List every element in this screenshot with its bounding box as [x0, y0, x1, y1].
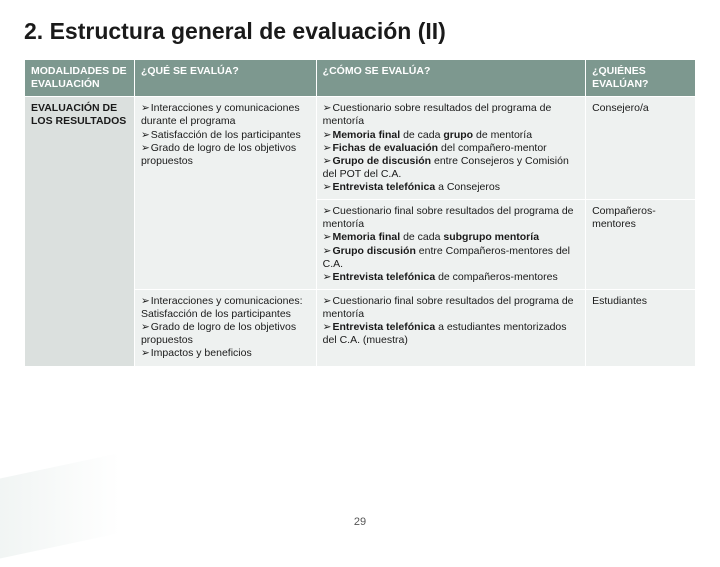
bullet: Grado de logro de los objetivos propuest…	[141, 321, 310, 347]
cell-como-2: Cuestionario final sobre resultados del …	[316, 200, 585, 290]
bullet: Grupo de discusión entre Consejeros y Co…	[323, 155, 579, 181]
slide-title: 2. Estructura general de evaluación (II)	[0, 0, 720, 59]
bullet: Cuestionario final sobre resultados del …	[323, 295, 579, 321]
cell-quien-1: Consejero/a	[586, 97, 696, 200]
cell-como-3: Cuestionario final sobre resultados del …	[316, 289, 585, 366]
bullet: Interacciones y comunicaciones durante e…	[141, 102, 310, 128]
col-header-que: ¿QUÉ SE EVALÚA?	[134, 60, 316, 97]
bullet: Satisfacción de los participantes	[141, 129, 310, 142]
col-header-quienes: ¿QUIÉNES EVALÚAN?	[586, 60, 696, 97]
corner-decoration	[0, 453, 120, 567]
bullet: Fichas de evaluación del compañero-mento…	[323, 142, 579, 155]
row-header-resultados: EVALUACIÓN DE LOS RESULTADOS	[25, 97, 135, 366]
bullet: Entrevista telefónica a Consejeros	[323, 181, 579, 194]
page-number: 29	[0, 516, 720, 528]
bullet: Grado de logro de los objetivos propuest…	[141, 142, 310, 168]
cell-que-3: Interacciones y comunicaciones: Satisfac…	[134, 289, 316, 366]
table-header-row: MODALIDADES DE EVALUACIÓN ¿QUÉ SE EVALÚA…	[25, 60, 696, 97]
cell-quien-3: Estudiantes	[586, 289, 696, 366]
bullet: Interacciones y comunicaciones: Satisfac…	[141, 295, 310, 321]
table-row: EVALUACIÓN DE LOS RESULTADOS Interaccion…	[25, 97, 696, 200]
bullet: Grupo discusión entre Compañeros-mentore…	[323, 245, 579, 271]
bullet: Cuestionario sobre resultados del progra…	[323, 102, 579, 128]
col-header-como: ¿CÓMO SE EVALÚA?	[316, 60, 585, 97]
bullet: Impactos y beneficios	[141, 347, 310, 360]
bullet: Memoria final de cada subgrupo mentoría	[323, 231, 579, 244]
cell-como-1: Cuestionario sobre resultados del progra…	[316, 97, 585, 200]
cell-que-1: Interacciones y comunicaciones durante e…	[134, 97, 316, 290]
bullet: Entrevista telefónica a estudiantes ment…	[323, 321, 579, 347]
bullet: Memoria final de cada grupo de mentoría	[323, 129, 579, 142]
cell-quien-2: Compañeros-mentores	[586, 200, 696, 290]
bullet: Cuestionario final sobre resultados del …	[323, 205, 579, 231]
col-header-modalidades: MODALIDADES DE EVALUACIÓN	[25, 60, 135, 97]
bullet: Entrevista telefónica de compañeros-ment…	[323, 271, 579, 284]
evaluation-table: MODALIDADES DE EVALUACIÓN ¿QUÉ SE EVALÚA…	[24, 59, 696, 367]
